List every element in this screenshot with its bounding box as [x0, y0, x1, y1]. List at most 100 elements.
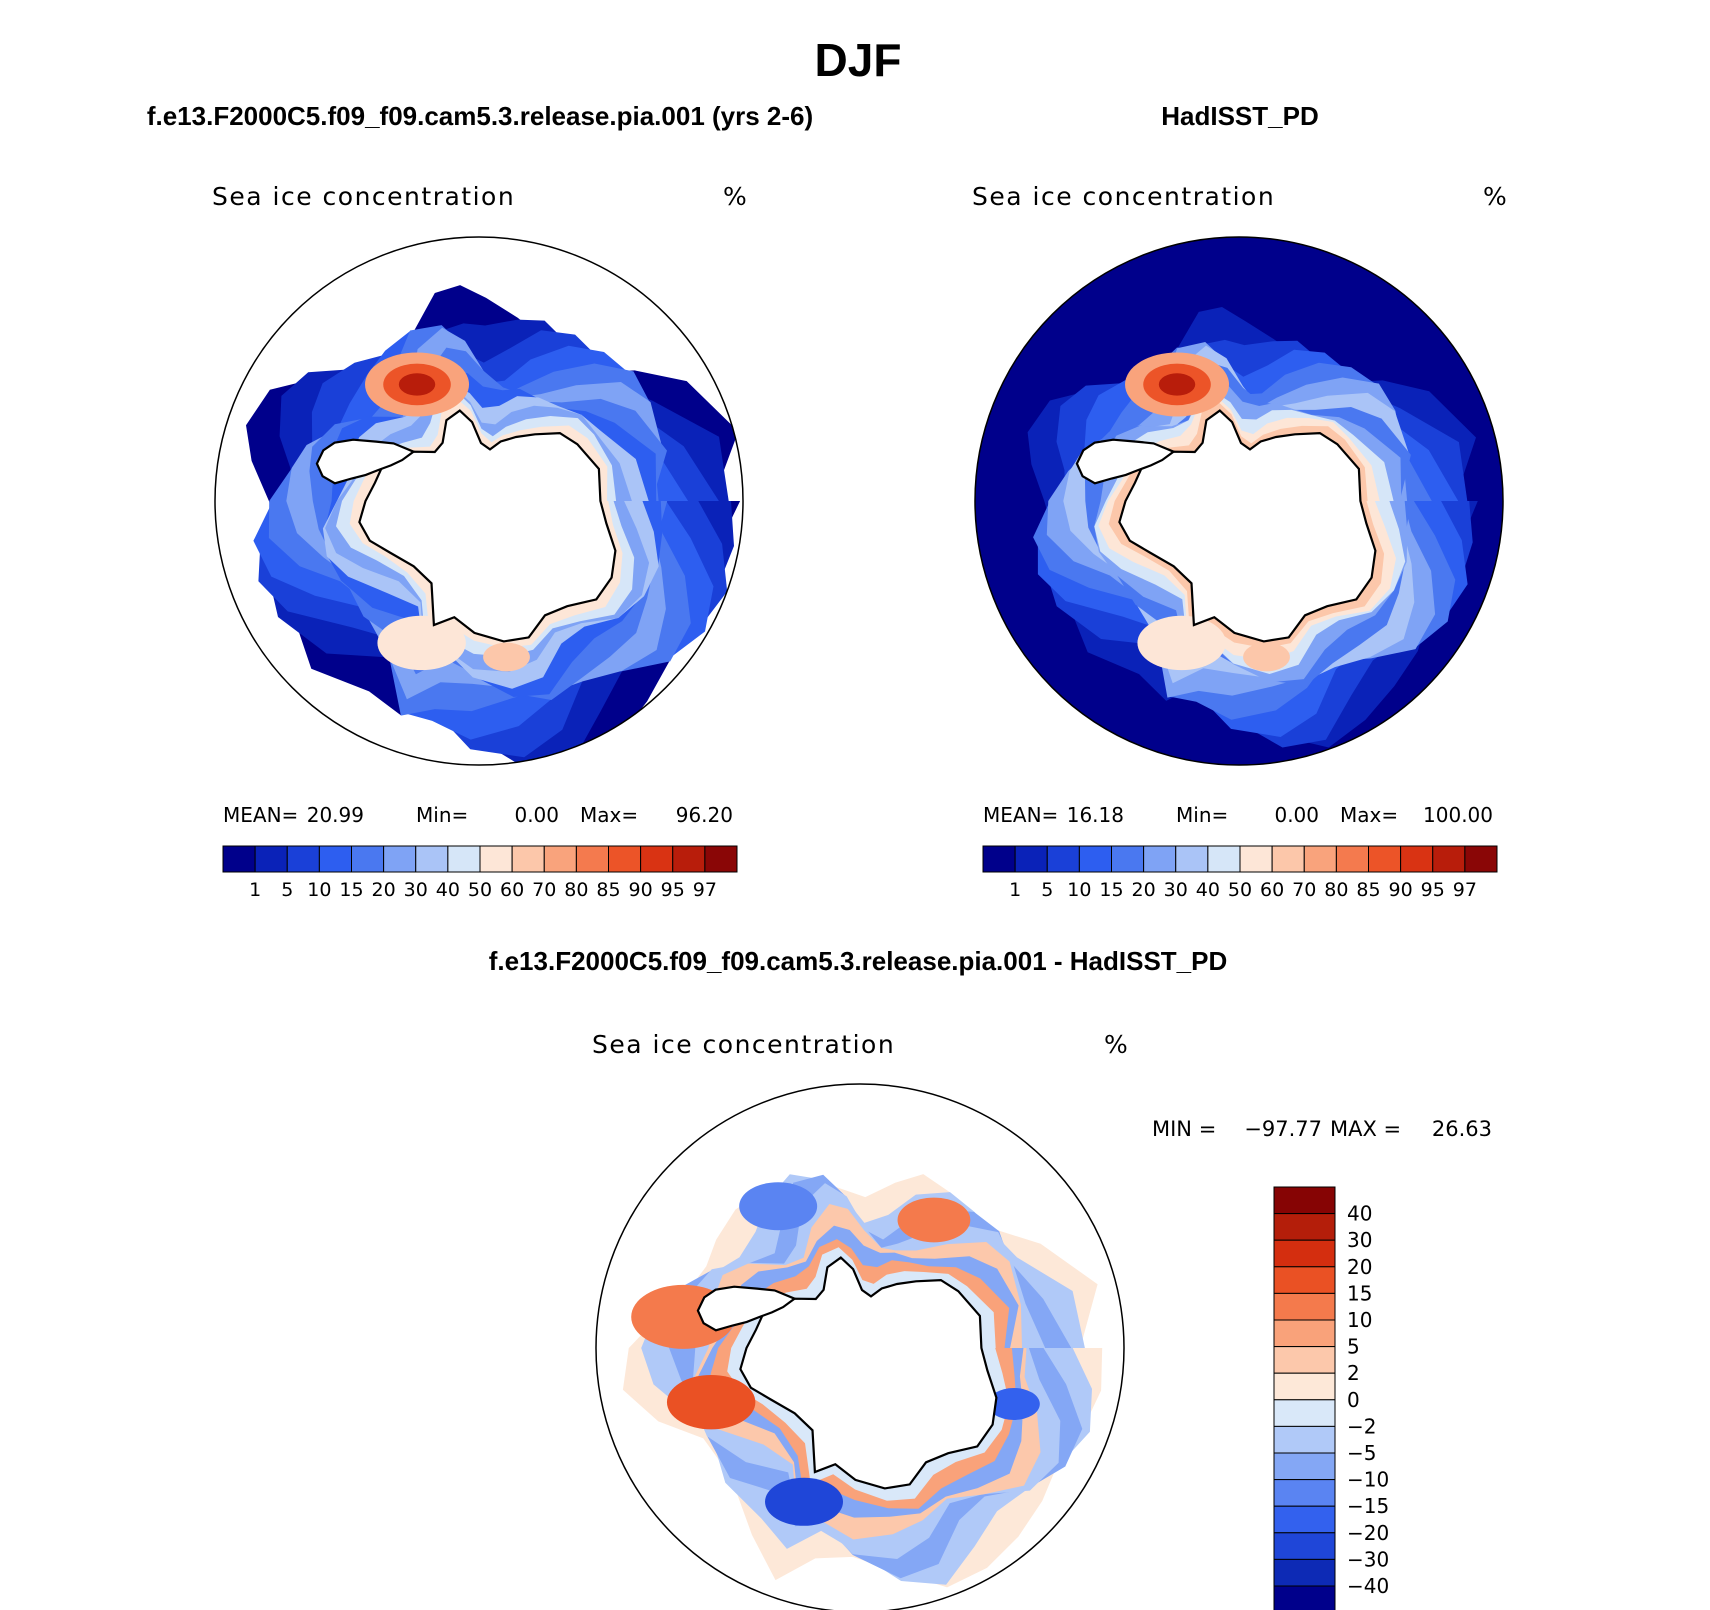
colorbar-swatch: [1273, 1479, 1336, 1507]
colorbar-tick-label: 5: [1347, 1335, 1360, 1359]
colorbar-swatch: [447, 845, 481, 873]
colorbar-tick-label: 10: [1347, 1308, 1372, 1332]
diff-max-label: MAX =: [1330, 1117, 1401, 1141]
diff-anomaly-patch: [666, 1374, 756, 1430]
colorbar-swatch: [1464, 845, 1498, 873]
panel-model-stats: MEAN= 20.99 Min= 0.00 Max= 96.20: [223, 803, 733, 827]
colorbar-swatch: [1273, 1425, 1336, 1454]
colorbar-tick-label: 40: [1196, 879, 1220, 901]
colorbar-tick-label: 5: [281, 879, 293, 901]
colorbar-tick-label: 1: [1009, 879, 1021, 901]
colorbar-swatch: [1273, 1558, 1336, 1587]
colorbar-tick-label: 15: [1099, 879, 1123, 901]
colorbar-tick-label: 50: [468, 879, 492, 901]
colorbar-swatch: [608, 845, 642, 873]
colorbar-swatch: [672, 845, 706, 873]
panel-diff: f.e13.F2000C5.f09_f09.cam5.3.release.pia…: [489, 946, 1492, 1610]
obs-colorbar: 1 5 10 15 20 30 40 50 60 70 80 85 90 95 97: [982, 845, 1498, 901]
colorbar-tick-label: 95: [1421, 879, 1445, 901]
obs-map-boundary: [974, 236, 1504, 766]
obs-mean-value: 16.18: [1067, 803, 1124, 827]
diff-anomaly-patch: [987, 1387, 1040, 1420]
obs-max-value: 100.00: [1423, 803, 1493, 827]
colorbar-swatch: [222, 845, 256, 873]
colorbar-swatch: [1078, 845, 1112, 873]
model-peninsula-outline: [315, 438, 416, 485]
diff-anomaly-patch: [765, 1477, 844, 1526]
model-mean-value: 20.99: [307, 803, 364, 827]
colorbar-swatch: [1273, 1266, 1336, 1294]
model-antarctica-outline: [358, 409, 617, 643]
colorbar-swatch: [318, 845, 352, 873]
colorbar-swatch: [1273, 1452, 1336, 1481]
panel-diff-map: [595, 1083, 1125, 1610]
panel-obs-variable: Sea ice concentration: [972, 182, 1275, 211]
colorbar-tick-label: 97: [1453, 879, 1477, 901]
colorbar-swatch: [1303, 845, 1337, 873]
colorbar-swatch: [1368, 845, 1402, 873]
panel-model-map: [214, 236, 744, 766]
colorbar-swatch: [479, 845, 513, 873]
figure-title: DJF: [815, 34, 902, 86]
colorbar-swatch: [351, 845, 385, 873]
colorbar-swatch: [1273, 1239, 1336, 1268]
panel-obs: HadISST_PD Sea ice concentration % MEAN=…: [972, 101, 1507, 901]
colorbar-tick-label: −10: [1347, 1468, 1389, 1492]
colorbar-swatch: [1207, 845, 1241, 873]
colorbar-tick-label: −5: [1347, 1441, 1376, 1465]
obs-min-value: 0.00: [1274, 803, 1319, 827]
colorbar-tick-label: 30: [1347, 1228, 1372, 1252]
colorbar-tick-label: 80: [564, 879, 588, 901]
colorbar-tick-label: −30: [1347, 1547, 1389, 1571]
colorbar-swatch: [1400, 845, 1434, 873]
colorbar-tick-label: 60: [500, 879, 524, 901]
colorbar-swatch: [1273, 1585, 1336, 1610]
diff-anomaly-patch: [739, 1182, 818, 1231]
colorbar-swatch: [1111, 845, 1145, 873]
colorbar-tick-label: 1: [249, 879, 261, 901]
colorbar-swatch: [640, 845, 674, 873]
model-min-value: 0.00: [514, 803, 559, 827]
colorbar-swatch: [1273, 1292, 1336, 1321]
colorbar-tick-label: 90: [629, 879, 653, 901]
colorbar-tick-label: 0: [1347, 1388, 1360, 1412]
colorbar-tick-label: 70: [1292, 879, 1316, 901]
diff-max-value: 26.63: [1432, 1117, 1492, 1141]
colorbar-tick-label: 5: [1041, 879, 1053, 901]
colorbar-tick-label: 2: [1347, 1361, 1360, 1385]
diff-antarctica-outline: [739, 1256, 998, 1490]
colorbar-tick-label: −15: [1347, 1494, 1389, 1518]
colorbar-swatch: [1273, 1319, 1336, 1348]
colorbar-tick-label: 60: [1260, 879, 1284, 901]
colorbar-tick-label: 95: [661, 879, 685, 901]
panel-model-variable: Sea ice concentration: [212, 182, 515, 211]
colorbar-tick-label: −40: [1347, 1574, 1389, 1598]
colorbar-swatch: [1273, 1399, 1336, 1427]
model-ice-patch: [377, 615, 466, 671]
obs-max-label: Max=: [1340, 803, 1398, 827]
colorbar-tick-label: 80: [1324, 879, 1348, 901]
model-max-label: Max=: [580, 803, 638, 827]
colorbar-tick-label: −2: [1347, 1414, 1376, 1438]
panel-obs-units: %: [1483, 182, 1507, 211]
model-map-boundary: [214, 236, 744, 766]
colorbar-tick-label: 15: [339, 879, 363, 901]
panel-model-units: %: [723, 182, 747, 211]
obs-ice-patch: [1158, 373, 1196, 396]
obs-antarctica-outline: [1118, 409, 1377, 643]
colorbar-swatch: [575, 845, 609, 873]
colorbar-tick-label: 40: [1347, 1202, 1372, 1226]
colorbar-tick-label: 30: [404, 879, 428, 901]
colorbar-swatch: [1273, 1186, 1336, 1215]
panel-model-heading: f.e13.F2000C5.f09_f09.cam5.3.release.pia…: [147, 101, 813, 131]
panel-obs-stats: MEAN= 16.18 Min= 0.00 Max= 100.00: [983, 803, 1493, 827]
colorbar-tick-label: −20: [1347, 1521, 1389, 1545]
colorbar-tick-label: 97: [693, 879, 717, 901]
panel-model: f.e13.F2000C5.f09_f09.cam5.3.release.pia…: [147, 101, 813, 901]
diff-peninsula-outline: [696, 1285, 797, 1332]
panel-diff-variable: Sea ice concentration: [592, 1030, 895, 1059]
obs-ice-patch: [1243, 642, 1290, 672]
colorbar-swatch: [982, 845, 1016, 873]
colorbar-tick-label: 50: [1228, 879, 1252, 901]
